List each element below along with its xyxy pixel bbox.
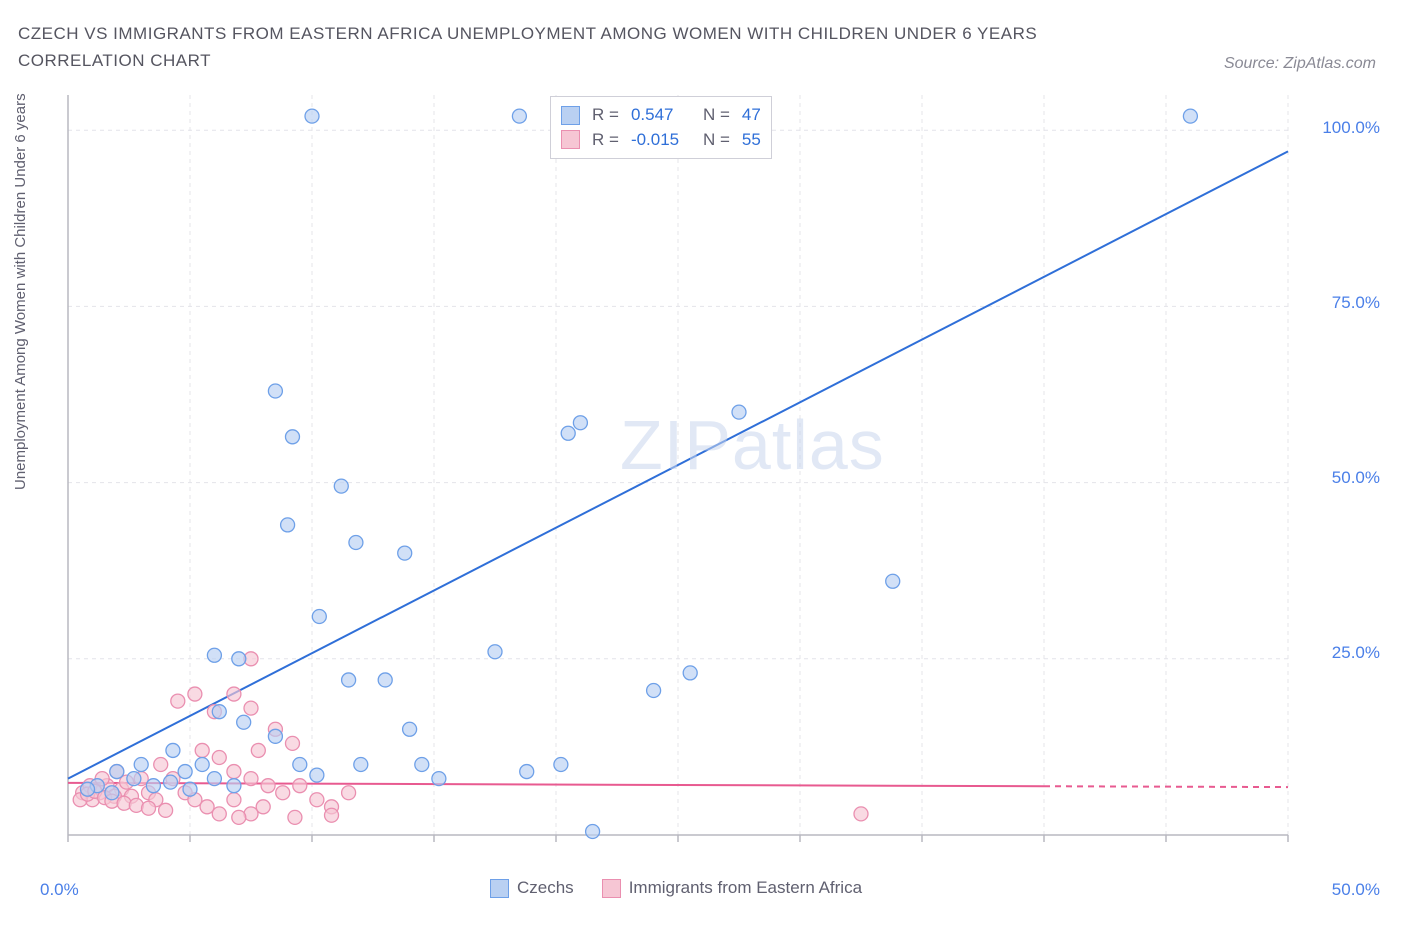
scatter-chart: ZIPatlas — [60, 95, 1348, 875]
swatch-immigrants-icon — [561, 130, 580, 149]
chart-title: CZECH VS IMMIGRANTS FROM EASTERN AFRICA … — [18, 20, 1037, 74]
legend-item-czechs: Czechs — [490, 878, 574, 898]
title-line-1: CZECH VS IMMIGRANTS FROM EASTERN AFRICA … — [18, 20, 1037, 47]
x-tick-0: 0.0% — [40, 880, 79, 900]
chart-svg — [60, 95, 1348, 875]
y-tick-100: 100.0% — [1322, 118, 1380, 138]
stats-box: R = 0.547 N = 47 R = -0.015 N = 55 — [550, 96, 772, 159]
legend-item-immigrants: Immigrants from Eastern Africa — [602, 878, 862, 898]
r-value-immigrants: -0.015 — [631, 128, 691, 153]
y-tick-75: 75.0% — [1332, 293, 1380, 313]
legend-swatch-czechs-icon — [490, 879, 509, 898]
source-attribution: Source: ZipAtlas.com — [1224, 55, 1376, 73]
title-line-2: CORRELATION CHART — [18, 47, 1037, 74]
n-value-czechs: 47 — [742, 103, 761, 128]
y-axis-label: Unemployment Among Women with Children U… — [12, 93, 29, 490]
y-tick-50: 50.0% — [1332, 468, 1380, 488]
swatch-czechs-icon — [561, 106, 580, 125]
legend-label-immigrants: Immigrants from Eastern Africa — [629, 878, 862, 898]
r-value-czechs: 0.547 — [631, 103, 691, 128]
y-tick-25: 25.0% — [1332, 643, 1380, 663]
legend-swatch-immigrants-icon — [602, 879, 621, 898]
n-value-immigrants: 55 — [742, 128, 761, 153]
x-tick-50: 50.0% — [1332, 880, 1380, 900]
legend: Czechs Immigrants from Eastern Africa — [490, 878, 862, 898]
stats-row-czechs: R = 0.547 N = 47 — [561, 103, 761, 128]
legend-label-czechs: Czechs — [517, 878, 574, 898]
stats-row-immigrants: R = -0.015 N = 55 — [561, 128, 761, 153]
